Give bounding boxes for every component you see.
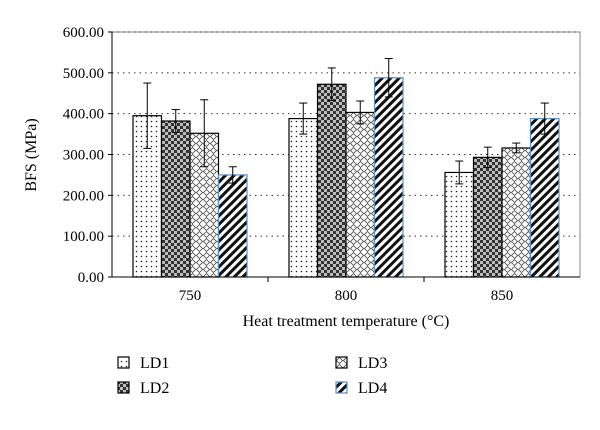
y-tick-label: 100.00 (63, 229, 104, 245)
legend: LD1 LD2 LD3 LD4 (117, 355, 387, 397)
y-tick-label: 200.00 (63, 188, 104, 204)
legend-label-ld3: LD3 (358, 355, 387, 372)
legend-swatch-ld3 (335, 356, 348, 369)
y-tick-label: 500.00 (63, 66, 104, 82)
x-tick-label: 800 (335, 288, 358, 304)
x-tick-label: 750 (179, 288, 202, 304)
bar-ld3-850 (501, 147, 532, 278)
error-bars-group (143, 58, 549, 185)
bar-ld4-800 (373, 77, 404, 278)
legend-swatch-ld1 (117, 356, 130, 369)
bar-ld1-850 (444, 171, 475, 278)
y-tick-labels: 0.00 100.00 200.00 300.00 400.00 500.00 600.00 (63, 25, 112, 286)
y-axis-title: BFS (MPa) (23, 118, 40, 191)
x-tick-label: 850 (491, 288, 514, 304)
legend-swatch-ld2 (117, 381, 130, 394)
y-tick-label: 300.00 (63, 148, 104, 164)
x-axis-title: Heat treatment temperature (°C) (243, 313, 450, 330)
x-tick-labels: 750 800 850 (179, 277, 514, 304)
y-tick-label: 600.00 (63, 25, 104, 41)
bar-ld4-750 (217, 174, 248, 278)
bar-ld1-800 (288, 117, 319, 278)
bar-ld4-850 (529, 117, 560, 278)
bar-ld3-800 (345, 111, 376, 278)
legend-label-ld1: LD1 (140, 355, 169, 372)
y-tick-label: 0.00 (78, 270, 104, 286)
bars-group (132, 77, 560, 278)
y-tick-label: 400.00 (63, 107, 104, 123)
legend-swatch-ld4 (335, 381, 348, 394)
legend-label-ld2: LD2 (140, 380, 169, 397)
bar-ld2-850 (472, 156, 503, 278)
bar-ld2-800 (316, 83, 347, 278)
bar-ld2-750 (160, 120, 191, 278)
legend-label-ld4: LD4 (358, 380, 387, 397)
